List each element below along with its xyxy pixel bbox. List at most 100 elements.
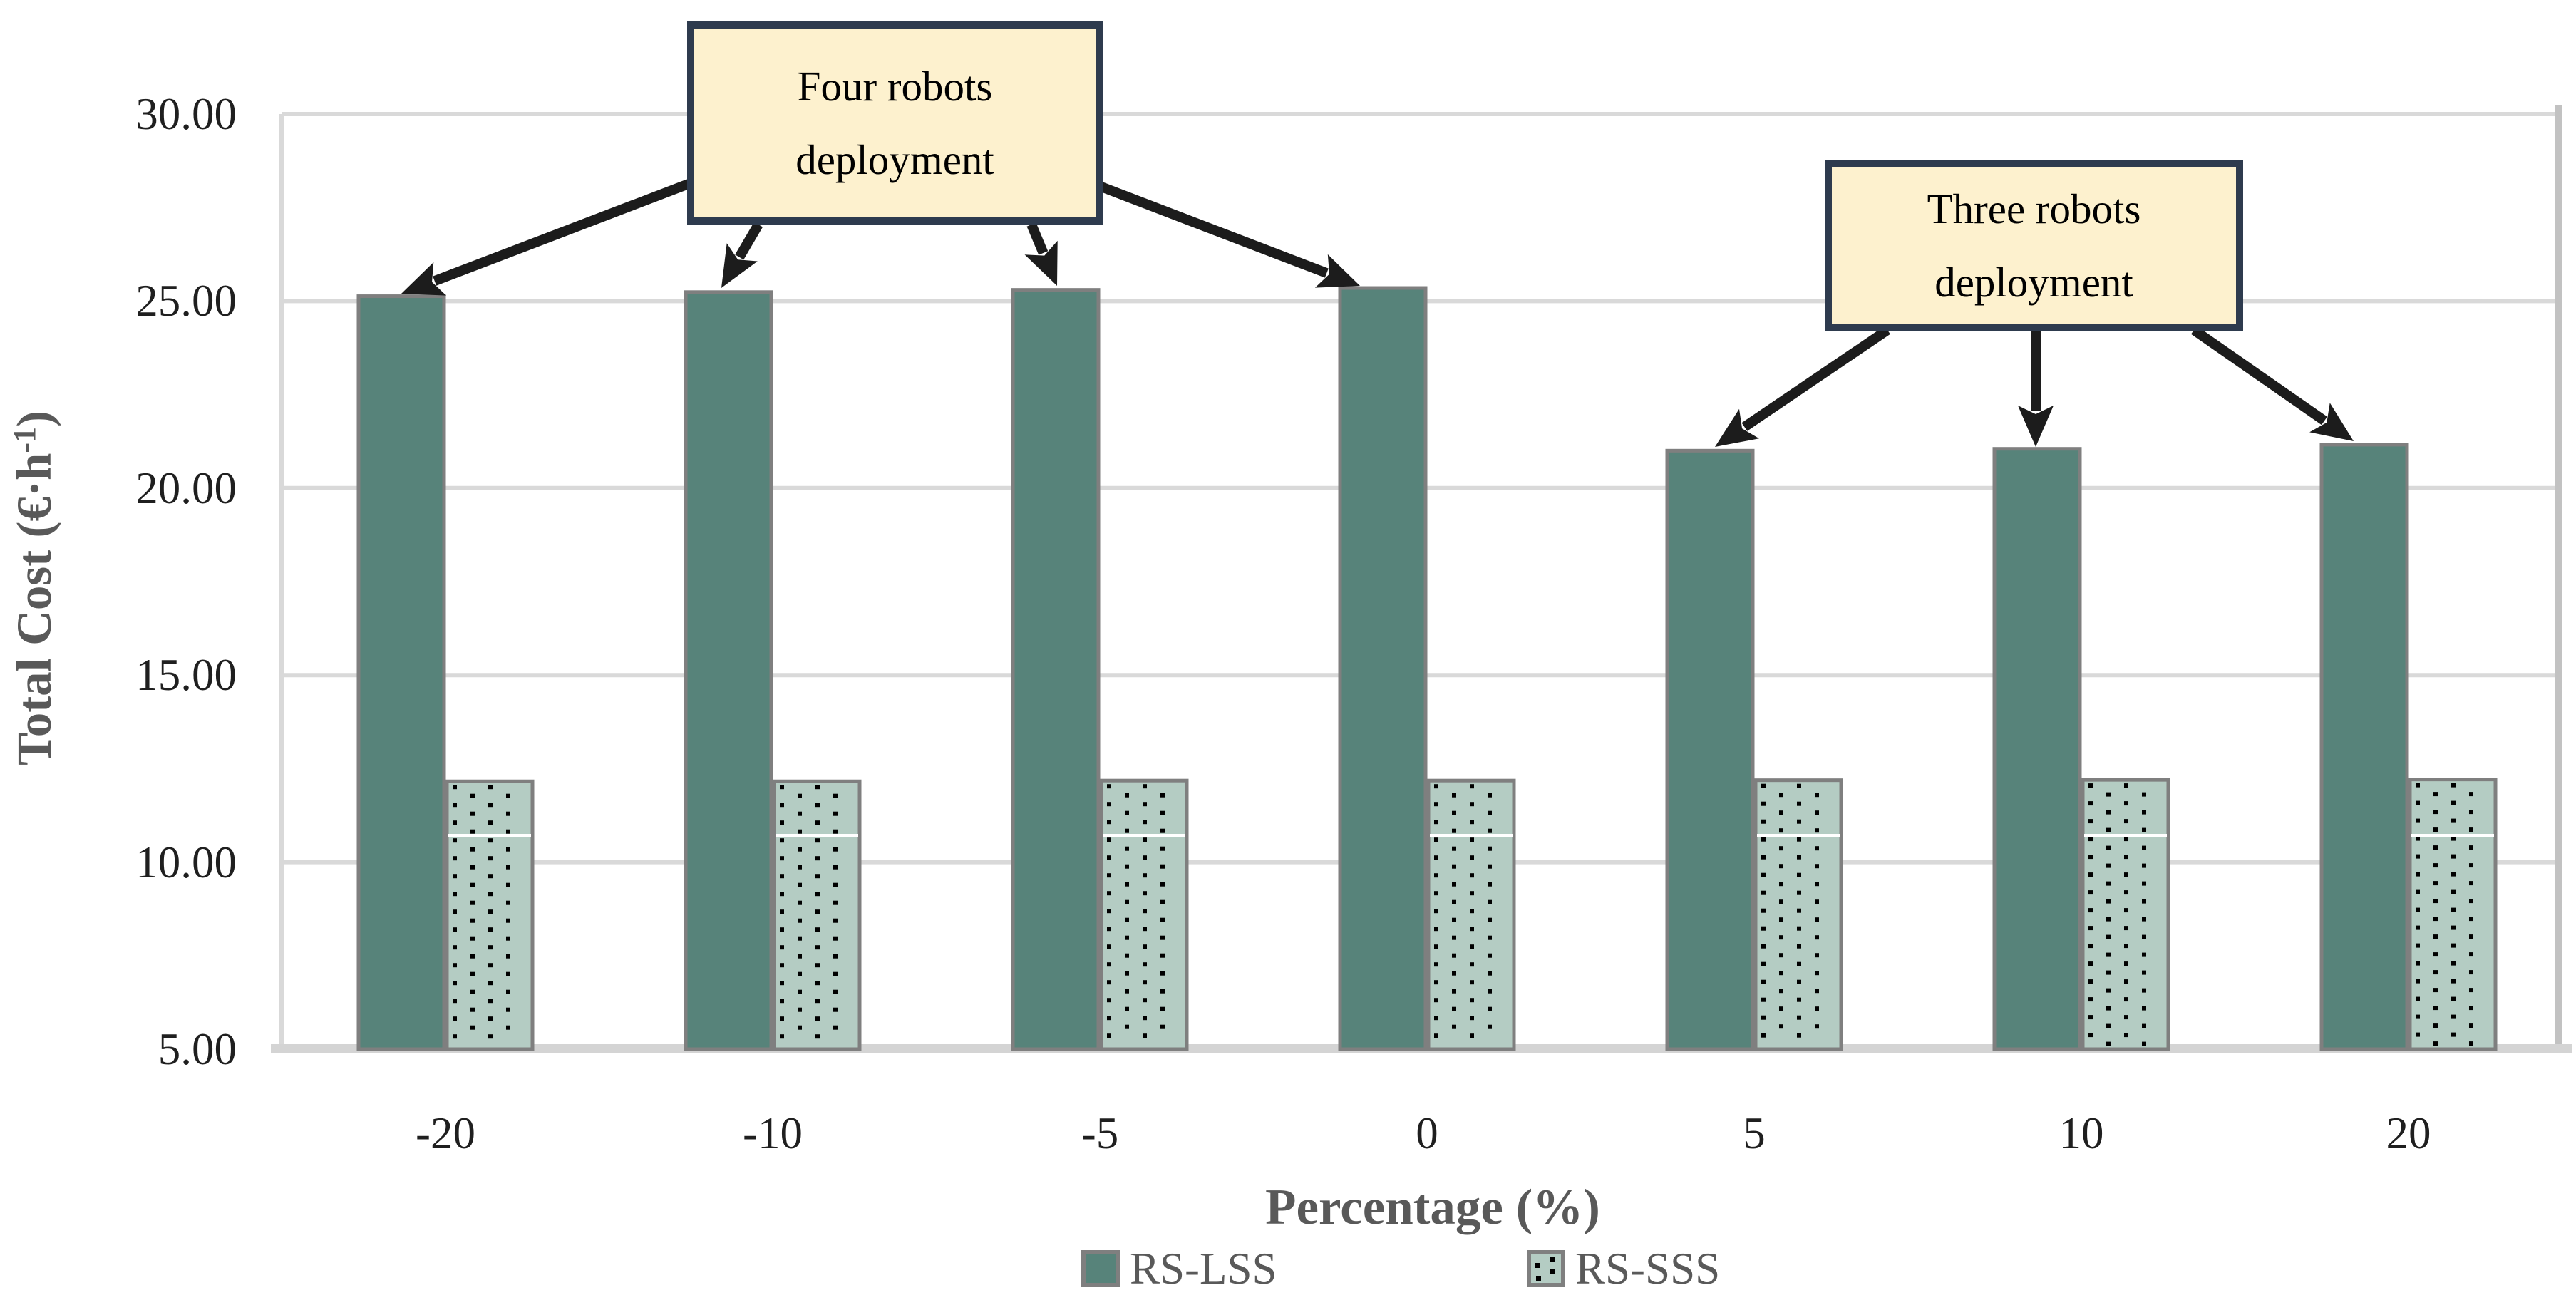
pattern-dot [470, 793, 475, 798]
pattern-dot [2088, 872, 2093, 877]
pattern-dot [1797, 819, 1801, 824]
pattern-dot [1779, 953, 1783, 958]
y-tick-label: 5.00 [158, 1024, 237, 1074]
pattern-dot [1107, 784, 1111, 789]
annotation-line: Four robots [797, 62, 993, 110]
pattern-dot [1470, 784, 1474, 789]
annotation-arrow-shaft [735, 222, 763, 260]
pattern-dot [2469, 845, 2473, 850]
annotation-arrow-head [1314, 254, 1360, 288]
pattern-dot [815, 981, 820, 986]
pattern-dot [833, 1025, 838, 1030]
pattern-dot [833, 847, 838, 852]
pattern-dot [1470, 873, 1474, 878]
bar-rs-lss-4 [1665, 448, 1755, 1051]
pattern-dot [2469, 810, 2473, 815]
pattern-dot [2469, 1041, 2473, 1046]
pattern-dot [470, 1025, 475, 1030]
pattern-dot [798, 1007, 802, 1012]
annotation-arrow-shaft [1026, 222, 1049, 255]
pattern-dot [2433, 1023, 2438, 1028]
pattern-dot [1107, 1016, 1111, 1021]
pattern-dot [1107, 962, 1111, 967]
pattern-dot [488, 1016, 493, 1021]
pattern-dot [1779, 864, 1783, 869]
pattern-dot [1779, 989, 1783, 994]
pattern-dot [780, 909, 784, 914]
annotation-arrow-head [721, 243, 758, 288]
pattern-dot [1779, 1006, 1783, 1011]
pattern-dot [2433, 792, 2438, 797]
pattern-dot [1470, 998, 1474, 1003]
annotation-arrow-shaft [1099, 182, 1329, 278]
pattern-dot [470, 971, 475, 976]
bar-rs-lss-5 [1992, 447, 2082, 1051]
pattern-dot [815, 1016, 820, 1021]
pattern-dot [1761, 783, 1766, 788]
pattern-dot [2416, 996, 2420, 1001]
pattern-dot [815, 999, 820, 1004]
pattern-dot [2124, 979, 2128, 984]
pattern-dot [1797, 908, 1801, 913]
pattern-dot [506, 847, 510, 852]
pattern-dot [2469, 827, 2473, 832]
pattern-dot [470, 918, 475, 923]
pattern-dot [2469, 917, 2473, 922]
pattern-dot [2124, 944, 2128, 949]
y-tick-label: 10.00 [135, 837, 237, 887]
pattern-dot [1488, 828, 1492, 833]
pattern-dot [833, 793, 838, 798]
pattern-dot [1815, 1024, 1819, 1029]
pattern-dot [815, 892, 820, 897]
bar-rs-lss-0 [356, 294, 446, 1051]
pattern-dot [506, 1007, 510, 1012]
pattern-dot [2124, 926, 2128, 931]
pattern-dot [488, 785, 493, 790]
pattern-dot [2433, 827, 2438, 832]
pattern-dot [833, 882, 838, 887]
x-tick-label: 0 [1416, 1108, 1438, 1158]
pattern-dot [1470, 820, 1474, 825]
pattern-dot [2106, 988, 2111, 993]
x-tick-label: 20 [2386, 1108, 2431, 1158]
pattern-dot [488, 856, 493, 861]
pattern-dot [1797, 997, 1801, 1002]
pattern-dot [1815, 917, 1819, 922]
pattern-dot [1470, 909, 1474, 914]
pattern-dot [1452, 935, 1456, 940]
pattern-dot [2124, 961, 2128, 966]
pattern-dot [833, 1007, 838, 1012]
pattern-dot [2124, 819, 2128, 824]
pattern-dot [2124, 837, 2128, 842]
pattern-dot [1470, 962, 1474, 967]
pattern-dot [2433, 1041, 2438, 1046]
pattern-dot [815, 785, 820, 790]
pattern-dot [2416, 979, 2420, 984]
annotation-three-robots: Three robots deployment [1825, 160, 2243, 331]
pattern-dot [2433, 845, 2438, 850]
pattern-dot [2142, 827, 2146, 832]
annotation-four-robots: Four robots deployment [687, 21, 1103, 225]
pattern-dot [2469, 899, 2473, 904]
annotation-line: deployment [1934, 259, 2133, 306]
pattern-dot [815, 856, 820, 861]
pattern-dot [488, 838, 493, 843]
pattern-dot [1125, 899, 1129, 904]
pattern-dot [2088, 979, 2093, 984]
pattern-dot [1797, 855, 1801, 860]
pattern-dot [2433, 1006, 2438, 1011]
pattern-dot [2451, 996, 2456, 1001]
annotation-arrow-head [1715, 408, 1759, 447]
legend-label: RS-SSS [1575, 1244, 1721, 1294]
pattern-dot [2142, 845, 2146, 850]
pattern-dot [2088, 855, 2093, 860]
pattern-dot [1470, 802, 1474, 807]
pattern-dot [833, 829, 838, 834]
pattern-dot [1815, 793, 1819, 798]
pattern-dot [1815, 935, 1819, 940]
pattern-dot [1160, 864, 1165, 869]
pattern-dot [2106, 863, 2111, 868]
pattern-dot [2088, 783, 2093, 788]
pattern-dot [798, 1025, 802, 1030]
pattern-dot [833, 918, 838, 923]
